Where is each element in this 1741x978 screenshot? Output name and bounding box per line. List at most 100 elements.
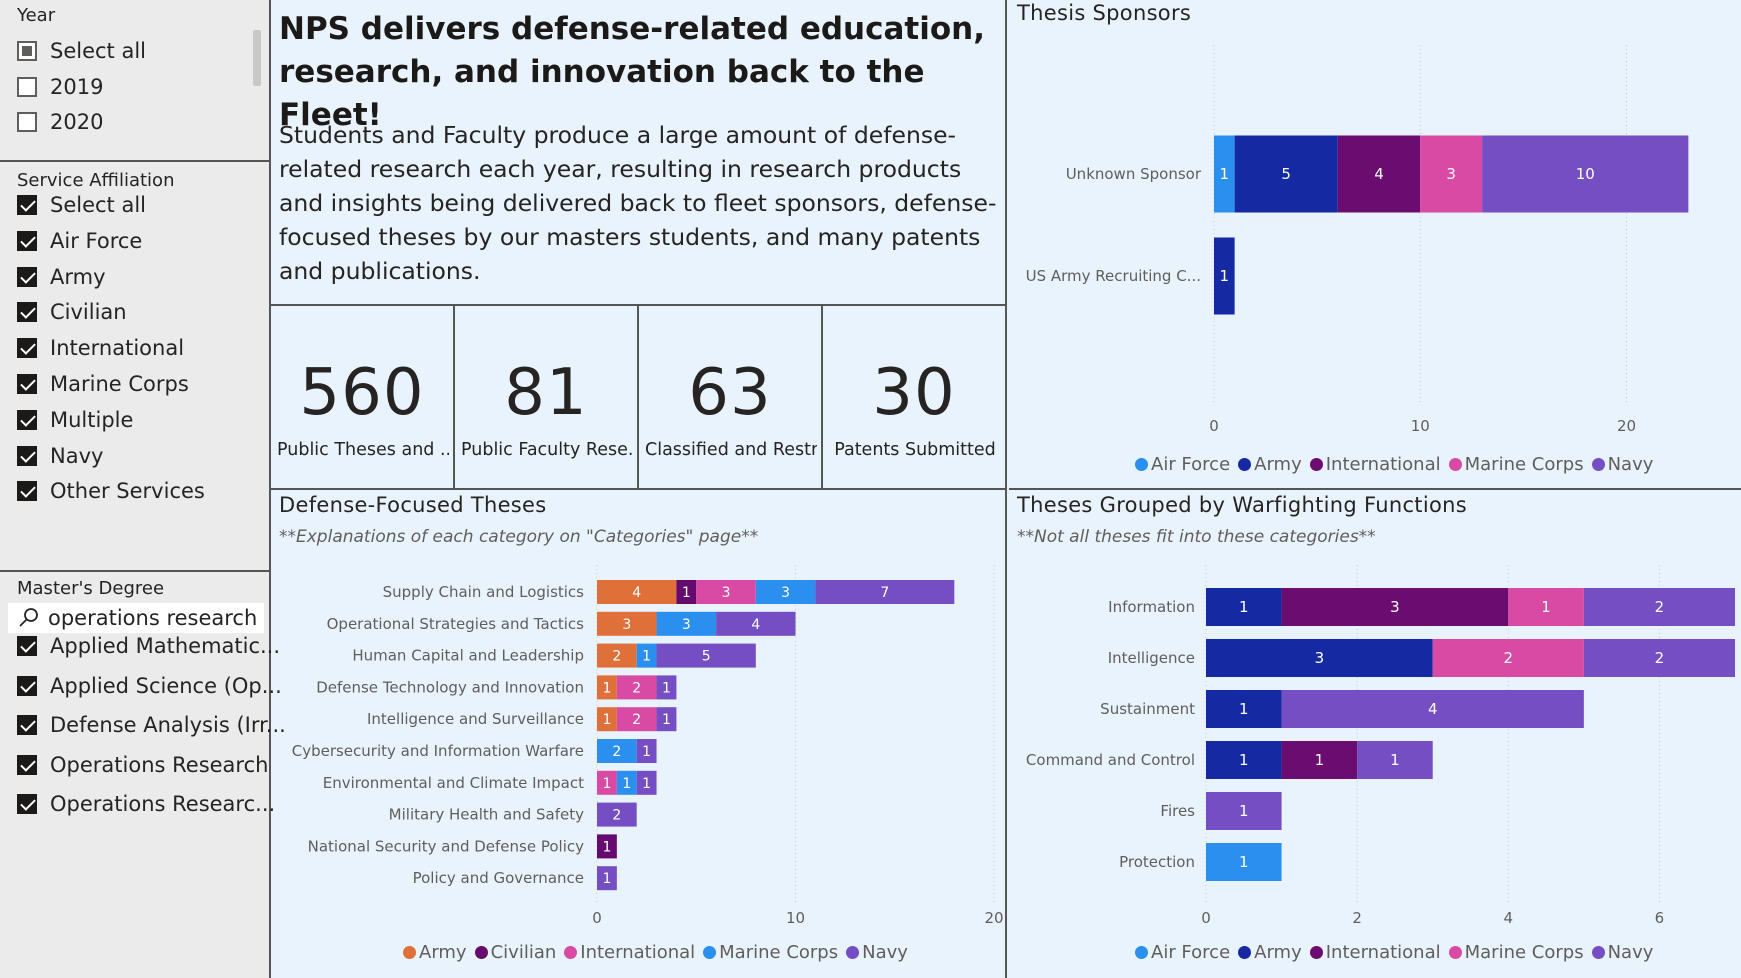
bar-segment-marine-corps[interactable] bbox=[755, 580, 816, 604]
bar-segment-marine-corps[interactable] bbox=[616, 770, 637, 795]
bar-segment-civilian[interactable] bbox=[597, 834, 617, 859]
bar-segment-marine-corps[interactable] bbox=[597, 739, 637, 763]
bar-segment-navy[interactable] bbox=[815, 580, 955, 604]
bar-segment-navy[interactable] bbox=[656, 643, 756, 668]
legend-item-civilian[interactable]: Civilian bbox=[474, 942, 556, 963]
slicer-option-army[interactable]: Army bbox=[17, 262, 106, 292]
legend-item-army[interactable]: Army bbox=[403, 942, 467, 963]
legend-item-navy[interactable]: Navy bbox=[1591, 942, 1653, 963]
data-label: 1 bbox=[1220, 165, 1230, 183]
checkbox-checked-icon[interactable] bbox=[17, 266, 37, 287]
slicer-option-label: International bbox=[50, 336, 185, 361]
slicer-option-2020[interactable]: 2020 bbox=[17, 107, 103, 137]
legend-item-navy[interactable]: Navy bbox=[1591, 454, 1653, 475]
bar-segment-navy[interactable] bbox=[597, 802, 637, 827]
bar-segment-army[interactable] bbox=[597, 611, 657, 636]
legend-item-army[interactable]: Army bbox=[1238, 942, 1302, 963]
bar-segment-international[interactable] bbox=[696, 580, 756, 604]
bar-segment-air-force[interactable] bbox=[1206, 843, 1282, 881]
legend-item-army[interactable]: Army bbox=[1238, 454, 1302, 475]
bar-segment-marine-corps[interactable] bbox=[636, 643, 657, 668]
slicer-option-operations-research[interactable]: Operations Research bbox=[17, 750, 268, 780]
slicer-option-select-all[interactable]: Select all bbox=[17, 190, 146, 220]
bar-segment-civilian[interactable] bbox=[676, 580, 697, 604]
checkbox-checked-icon[interactable] bbox=[17, 754, 37, 775]
legend-item-air-force[interactable]: Air Force bbox=[1135, 454, 1230, 475]
bar-segment-navy[interactable] bbox=[1206, 792, 1282, 830]
checkbox-checked-icon[interactable] bbox=[17, 675, 37, 696]
bar-segment-army[interactable] bbox=[597, 707, 617, 732]
checkbox-checked-icon[interactable] bbox=[17, 374, 37, 394]
slicer-option-select-all[interactable]: Select all bbox=[17, 36, 146, 66]
bar-segment-international[interactable] bbox=[597, 770, 617, 795]
bar-segment-navy[interactable] bbox=[1482, 135, 1689, 213]
slicer-option-operations-researc[interactable]: Operations Researc... bbox=[17, 789, 275, 819]
degree-search-box[interactable] bbox=[8, 603, 264, 633]
slicer-option-marine-corps[interactable]: Marine Corps bbox=[17, 369, 189, 399]
slicer-option-multiple[interactable]: Multiple bbox=[17, 405, 133, 435]
year-slicer-scrollbar[interactable] bbox=[253, 30, 261, 86]
checkbox-checked-icon[interactable] bbox=[17, 230, 37, 251]
checkbox-checked-icon[interactable] bbox=[17, 195, 37, 215]
legend-item-marine-corps[interactable]: Marine Corps bbox=[1448, 454, 1584, 475]
data-label: 2 bbox=[612, 808, 621, 824]
slicer-option-2019[interactable]: 2019 bbox=[17, 72, 103, 102]
legend-item-marine-corps[interactable]: Marine Corps bbox=[1448, 942, 1584, 963]
bar-segment-army[interactable] bbox=[597, 643, 637, 668]
checkbox-partial-icon[interactable] bbox=[17, 41, 37, 61]
bar-segment-army[interactable] bbox=[1206, 741, 1282, 779]
slicer-option-international[interactable]: International bbox=[17, 333, 184, 363]
legend-item-international[interactable]: International bbox=[564, 942, 695, 963]
bar-segment-navy[interactable] bbox=[597, 866, 617, 891]
bar-segment-navy[interactable] bbox=[656, 675, 677, 700]
legend-item-marine-corps[interactable]: Marine Corps bbox=[703, 942, 838, 963]
bar-segment-navy[interactable] bbox=[656, 707, 677, 732]
bar-segment-international[interactable] bbox=[1281, 588, 1509, 626]
slicer-option-other-services[interactable]: Other Services bbox=[17, 476, 205, 506]
checkbox-empty-icon[interactable] bbox=[17, 112, 37, 132]
checkbox-checked-icon[interactable] bbox=[17, 794, 37, 814]
bar-segment-army[interactable] bbox=[1206, 588, 1282, 626]
checkbox-checked-icon[interactable] bbox=[17, 409, 37, 430]
slicer-option-defense-analysis-irr[interactable]: Defense Analysis (Irr... bbox=[17, 710, 286, 740]
bar-segment-navy[interactable] bbox=[1583, 588, 1735, 626]
bar-segment-international[interactable] bbox=[616, 675, 657, 700]
bar-segment-marine-corps[interactable] bbox=[1420, 135, 1483, 213]
bar-segment-navy[interactable] bbox=[636, 770, 657, 795]
bar-segment-navy[interactable] bbox=[636, 739, 657, 763]
slicer-option-air-force[interactable]: Air Force bbox=[17, 226, 142, 256]
bar-segment-army[interactable] bbox=[1234, 135, 1338, 213]
legend-item-air-force[interactable]: Air Force bbox=[1135, 942, 1230, 963]
checkbox-checked-icon[interactable] bbox=[17, 636, 37, 656]
bar-segment-army[interactable] bbox=[1206, 639, 1433, 677]
bar-segment-marine-corps[interactable] bbox=[1432, 639, 1584, 677]
bar-segment-marine-corps[interactable] bbox=[1508, 588, 1584, 626]
bar-segment-marine-corps[interactable] bbox=[656, 611, 717, 636]
legend-item-navy[interactable]: Navy bbox=[846, 942, 908, 963]
bar-segment-army[interactable] bbox=[1214, 237, 1235, 315]
slicer-option-applied-mathematic[interactable]: Applied Mathematic... bbox=[17, 631, 280, 661]
checkbox-checked-icon[interactable] bbox=[17, 338, 37, 359]
checkbox-checked-icon[interactable] bbox=[17, 445, 37, 466]
bar-segment-navy[interactable] bbox=[716, 611, 796, 636]
bar-segment-navy[interactable] bbox=[1583, 639, 1735, 677]
bar-segment-army[interactable] bbox=[597, 580, 677, 604]
slicer-option-applied-science-op[interactable]: Applied Science (Op... bbox=[17, 671, 282, 701]
degree-search-input[interactable] bbox=[48, 606, 263, 630]
legend-item-international[interactable]: International bbox=[1309, 454, 1441, 475]
legend-item-international[interactable]: International bbox=[1309, 942, 1441, 963]
bar-segment-international[interactable] bbox=[1337, 135, 1421, 213]
checkbox-checked-icon[interactable] bbox=[17, 302, 37, 323]
bar-segment-navy[interactable] bbox=[1281, 690, 1584, 728]
bar-segment-international[interactable] bbox=[1281, 741, 1358, 779]
bar-segment-army[interactable] bbox=[597, 675, 617, 700]
checkbox-checked-icon[interactable] bbox=[17, 481, 37, 502]
bar-segment-air-force[interactable] bbox=[1214, 135, 1235, 213]
bar-segment-navy[interactable] bbox=[1357, 741, 1433, 779]
slicer-option-navy[interactable]: Navy bbox=[17, 441, 103, 471]
checkbox-checked-icon[interactable] bbox=[17, 715, 37, 735]
slicer-option-civilian[interactable]: Civilian bbox=[17, 297, 127, 327]
bar-segment-army[interactable] bbox=[1206, 690, 1282, 728]
bar-segment-international[interactable] bbox=[616, 707, 657, 732]
checkbox-empty-icon[interactable] bbox=[17, 76, 37, 97]
